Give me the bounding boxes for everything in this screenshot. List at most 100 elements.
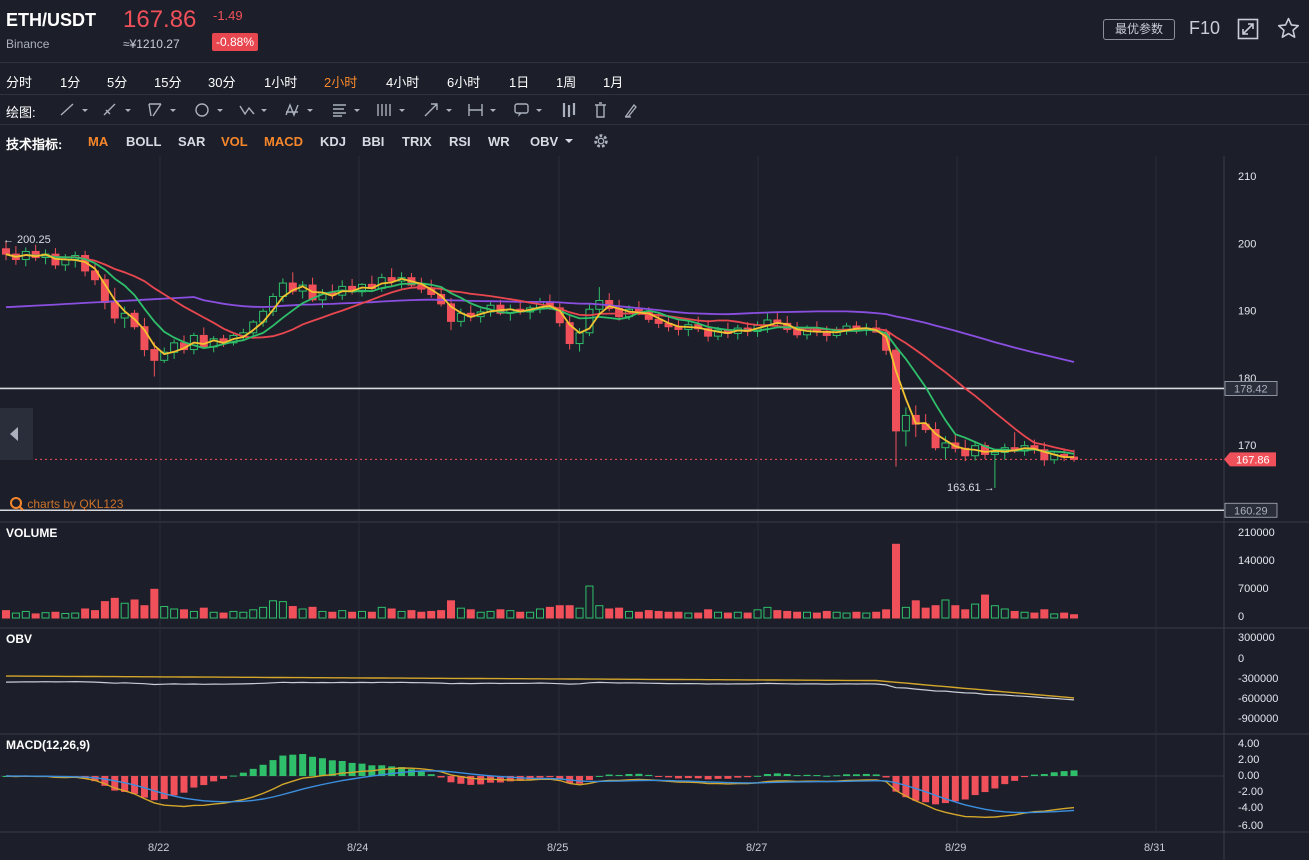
obv-tick-label: -300000 <box>1238 673 1278 685</box>
candle-tool-icon[interactable] <box>560 100 596 120</box>
volume-tick-label: 210000 <box>1238 527 1275 539</box>
volume-bar <box>684 612 693 619</box>
indicator-kdj[interactable]: KDJ <box>320 134 347 149</box>
tf-1w[interactable]: 1周 <box>556 75 577 90</box>
macd-hist-bar <box>477 776 485 785</box>
price-tick-label: 210 <box>1238 171 1256 183</box>
volume-bar <box>496 609 505 619</box>
tf-5m[interactable]: 5分 <box>107 75 128 90</box>
macd-hist-bar <box>417 771 425 776</box>
channel-tool-icon[interactable] <box>146 100 182 120</box>
text-tool-icon[interactable] <box>512 100 548 120</box>
indicator-obv[interactable]: OBV <box>530 134 559 149</box>
volume-bar <box>981 594 989 619</box>
tf-15m[interactable]: 15分 <box>154 75 182 90</box>
macd-hist-bar <box>645 774 653 776</box>
obv-tick-label: 300000 <box>1238 632 1275 644</box>
volume-bar <box>892 543 900 619</box>
volume-bar <box>170 608 179 619</box>
volume-bar <box>803 611 811 619</box>
macd-hist-bar <box>91 776 99 782</box>
price-tick-label: 190 <box>1238 306 1256 318</box>
arrow-tool-icon[interactable] <box>422 100 458 120</box>
volume-bar <box>160 606 169 619</box>
fib-tool-icon[interactable] <box>330 100 366 120</box>
macd-hist-bar <box>714 776 722 779</box>
volume-bar <box>377 606 386 619</box>
volume-bar <box>41 612 50 619</box>
trash-icon[interactable] <box>591 100 627 120</box>
macd-tick-label: 4.00 <box>1238 738 1259 750</box>
volume-bar <box>476 611 485 619</box>
gann-tool-icon[interactable] <box>375 100 411 120</box>
best-params-button[interactable]: 最优参数 <box>1103 19 1175 40</box>
macd-hist-bar <box>170 776 178 796</box>
settings-gear-icon[interactable] <box>592 132 610 150</box>
tf-30m[interactable]: 30分 <box>208 75 236 90</box>
obv-dropdown-icon[interactable] <box>565 137 573 145</box>
brush-icon[interactable] <box>621 100 657 120</box>
f10-button[interactable]: F10 <box>1189 18 1221 38</box>
tf-4h[interactable]: 4小时 <box>386 75 420 90</box>
qkl-watermark[interactable]: charts by QKL123 <box>10 497 123 511</box>
ray-tool-icon[interactable] <box>101 100 137 120</box>
macd-hist-bar <box>536 776 544 778</box>
indicator-macd[interactable]: MACD <box>264 134 303 149</box>
macd-hist-bar <box>902 776 910 798</box>
tf-1d[interactable]: 1日 <box>509 75 530 90</box>
indicator-wr[interactable]: WR <box>488 134 510 149</box>
indicator-sar[interactable]: SAR <box>178 134 206 149</box>
circle-tool-icon[interactable] <box>193 100 229 120</box>
indicator-rsi[interactable]: RSI <box>449 134 471 149</box>
indicator-boll[interactable]: BOLL <box>126 134 162 149</box>
volume-bar <box>872 611 881 619</box>
tf-1h[interactable]: 1小时 <box>264 75 298 90</box>
macd-hist-bar <box>833 775 841 777</box>
indicator-trix[interactable]: TRIX <box>402 134 432 149</box>
volume-bar <box>783 610 792 619</box>
volume-bar <box>466 609 475 619</box>
candle-body <box>931 429 940 449</box>
candle-body <box>31 250 40 259</box>
level-label: 160.29 <box>1234 505 1268 517</box>
line-tool-icon[interactable] <box>58 100 94 120</box>
zigzag-tool-icon[interactable] <box>237 100 273 120</box>
macd-hist-bar <box>783 773 791 776</box>
range-tool-icon[interactable] <box>466 100 502 120</box>
indicator-ma[interactable]: MA <box>88 134 109 149</box>
tf-6h[interactable]: 6小时 <box>447 75 481 90</box>
macd-hist-bar <box>694 776 702 779</box>
macd-tick-label: -2.00 <box>1238 786 1263 798</box>
pair-title[interactable]: ETH/USDT <box>6 10 96 30</box>
indicator-bbi[interactable]: BBI <box>362 134 385 149</box>
macd-dea-line <box>5 770 1075 814</box>
volume-bar <box>743 612 752 619</box>
favorite-star-icon[interactable] <box>1276 16 1301 41</box>
macd-hist-bar <box>328 760 336 776</box>
volume-bar <box>328 611 337 619</box>
indicator-vol[interactable]: VOL <box>221 134 248 149</box>
tf-fenshi[interactable]: 分时 <box>6 75 33 90</box>
macd-hist-bar <box>407 769 415 776</box>
fullscreen-icon[interactable] <box>1237 18 1259 40</box>
macd-hist-bar <box>398 767 406 776</box>
volume-bar <box>11 612 20 619</box>
macd-hist-bar <box>220 776 228 779</box>
tf-1m[interactable]: 1分 <box>60 75 81 90</box>
macd-hist-bar <box>318 758 326 776</box>
macd-hist-bar <box>941 776 949 804</box>
tf-2h[interactable]: 2小时 <box>324 75 358 90</box>
macd-hist-bar <box>457 776 465 784</box>
candle-body <box>2 248 10 255</box>
drawing-label: 绘图: <box>6 105 36 120</box>
macd-hist-bar <box>299 754 307 776</box>
volume-bar <box>961 609 970 619</box>
macd-hist-bar <box>576 776 584 784</box>
tf-1mo[interactable]: 1月 <box>603 75 624 90</box>
collapse-panel-button[interactable] <box>0 408 33 460</box>
macd-hist-bar <box>467 776 475 785</box>
date-tick-label: 8/24 <box>347 842 368 854</box>
pattern-tool-icon[interactable] <box>283 100 319 120</box>
macd-hist-bar <box>1021 776 1029 778</box>
